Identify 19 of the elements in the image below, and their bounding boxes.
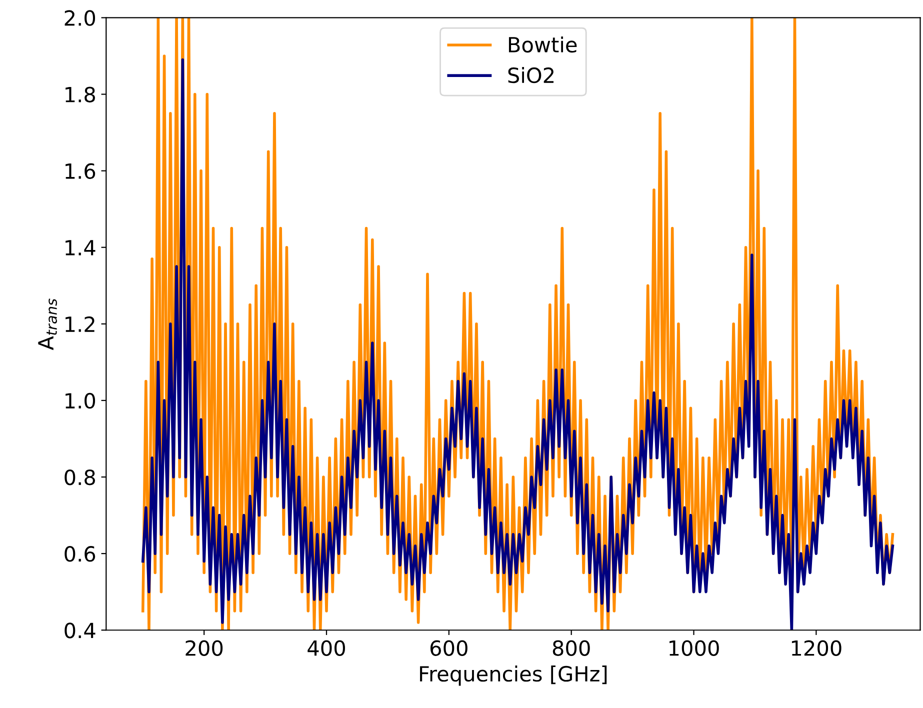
x-tick-label: 1000 <box>670 640 719 656</box>
y-tick-label: 0.8 <box>64 469 95 486</box>
legend-label: Bowtie <box>508 36 577 53</box>
y-tick-label: 1.2 <box>66 316 94 332</box>
x-tick-label: 600 <box>430 640 468 656</box>
y-tick-label: 1.6 <box>66 163 96 180</box>
y-tick-label: 0.6 <box>64 546 96 562</box>
y-tick-label: 1.8 <box>66 86 95 102</box>
legend-label: SiO2 <box>508 67 554 84</box>
x-tick-label: 200 <box>186 640 223 656</box>
y-tick-label: 1.0 <box>66 392 96 409</box>
x-tick-label: 400 <box>308 640 345 656</box>
y-axis-title: A$_{trans}$ <box>38 298 58 350</box>
y-tick-label: 1.4 <box>66 240 96 256</box>
y-tick-label: 0.4 <box>64 622 96 638</box>
x-tick-label: 800 <box>552 640 590 656</box>
x-tick-label: 1200 <box>792 640 842 656</box>
x-axis-title: Frequencies [GHz] <box>420 666 607 686</box>
y-tick-label: 2.0 <box>64 10 96 26</box>
